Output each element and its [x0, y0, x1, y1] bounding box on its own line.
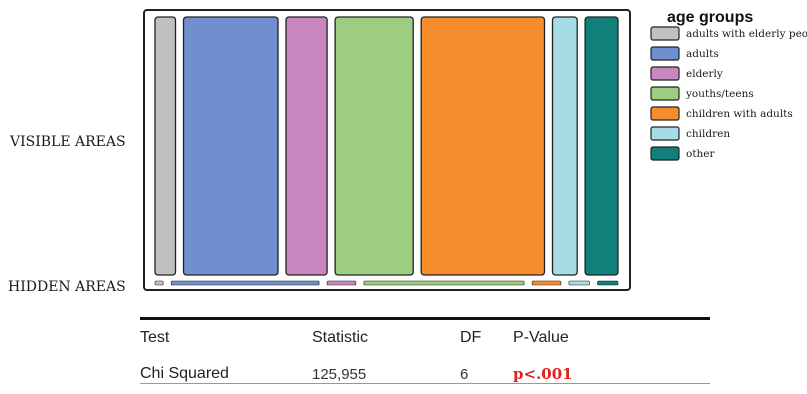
table-top-rule [140, 317, 710, 320]
header-pvalue: P-Value [513, 329, 569, 346]
hidden-tile-2 [170, 280, 320, 286]
legend-swatch-1 [650, 26, 680, 41]
legend-swatch-2 [650, 46, 680, 61]
legend-swatch-4 [650, 86, 680, 101]
cell-test: Chi Squared [140, 365, 229, 382]
hidden-tile-3 [326, 280, 357, 286]
legend-swatch-6 [650, 126, 680, 141]
cell-df: 6 [460, 365, 469, 383]
hidden-tile-4 [363, 280, 525, 286]
visible-tile-5 [420, 16, 546, 276]
visible-tile-6 [551, 16, 578, 276]
hidden-tile-1 [154, 280, 164, 286]
legend-title: age groups [667, 9, 753, 26]
mosaic-chart: VISIBLE AREAS HIDDEN AREAS age groups ad… [8, 9, 807, 295]
cell-statistic: 125,955 [312, 365, 367, 383]
legend-label-1: adults with elderly people [686, 28, 807, 40]
legend-label-7: other [686, 148, 716, 160]
legend-label-5: children with adults [686, 108, 793, 120]
table-bottom-rule [140, 383, 710, 384]
legend-swatch-5 [650, 106, 680, 121]
visible-tile-4 [334, 16, 414, 276]
legend-label-6: children [686, 128, 730, 140]
visible-tile-1 [154, 16, 177, 276]
stats-header-row: Test Statistic DF P-Value [140, 316, 710, 354]
hidden-tile-5 [531, 280, 562, 286]
legend-label-3: elderly [686, 68, 723, 80]
stats-table: Test Statistic DF P-Value Chi Squared 12… [140, 316, 710, 394]
legend-label-2: adults [686, 48, 719, 60]
header-df: DF [460, 329, 482, 346]
stats-row: Chi Squared 125,955 6 p<.001 [140, 354, 710, 394]
mosaic-tiles [154, 16, 619, 286]
hidden-tile-7 [597, 280, 619, 286]
row-label-visible: VISIBLE AREAS [9, 134, 126, 150]
legend: adults with elderly people adults elderly y… [650, 26, 807, 161]
header-test: Test [140, 329, 170, 346]
legend-label-4: youths/teens [685, 88, 754, 100]
visible-tile-7 [584, 16, 619, 276]
legend-swatch-3 [650, 66, 680, 81]
legend-swatch-7 [650, 146, 680, 161]
row-label-hidden: HIDDEN AREAS [8, 279, 126, 295]
visible-tile-2 [182, 16, 279, 276]
cell-pvalue: p<.001 [513, 365, 573, 383]
header-statistic: Statistic [312, 329, 369, 346]
hidden-tile-6 [568, 280, 590, 286]
visible-tile-3 [285, 16, 328, 276]
